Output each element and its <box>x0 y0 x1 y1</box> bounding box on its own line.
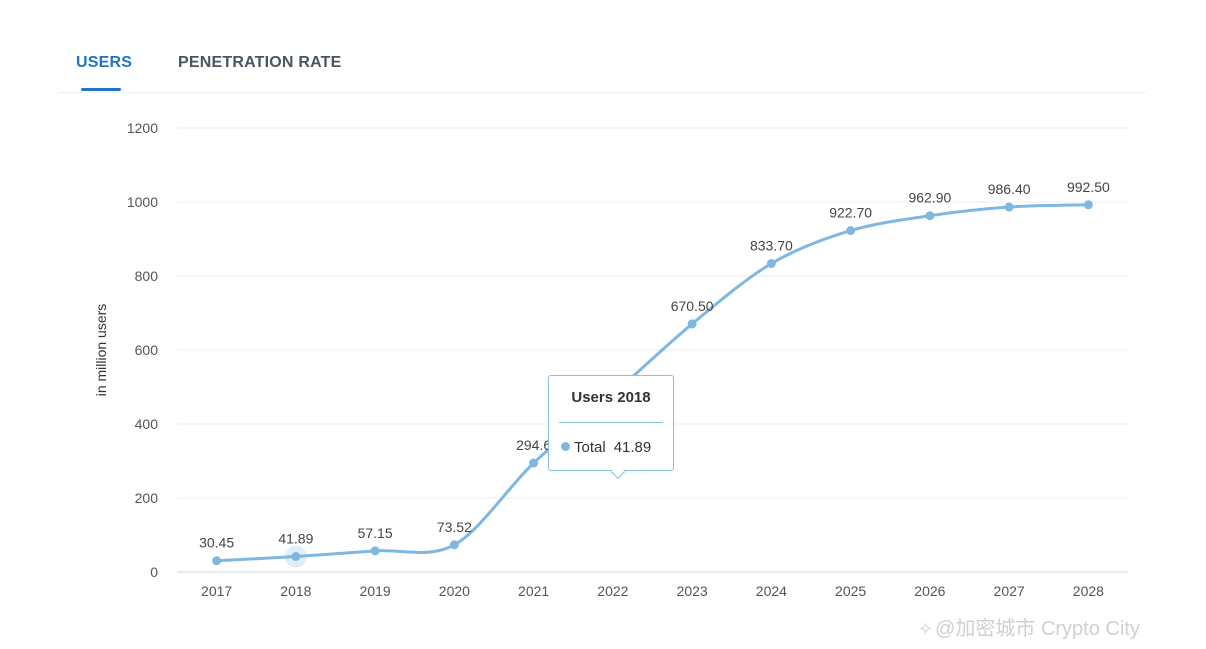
logo-icon: ✧ <box>918 619 934 639</box>
data-point <box>925 211 935 221</box>
tooltip-divider <box>559 422 663 423</box>
data-tooltip: Users 2018 Total 41.89 <box>548 375 674 480</box>
x-tick-label: 2022 <box>597 583 628 599</box>
x-tick-label: 2020 <box>439 583 470 599</box>
data-point <box>1004 202 1014 212</box>
x-tick-label: 2019 <box>360 583 391 599</box>
y-tick-label: 1000 <box>127 194 158 210</box>
x-tick-label: 2018 <box>280 583 311 599</box>
data-label: 962.90 <box>908 190 951 206</box>
data-label: 30.45 <box>199 535 234 551</box>
data-label: 922.70 <box>829 205 872 221</box>
data-label: 833.70 <box>750 238 793 254</box>
tooltip-row: Total 41.89 <box>561 439 651 456</box>
watermark: ✧ @加密城市 Crypto City <box>918 612 1140 641</box>
data-point <box>291 552 301 562</box>
data-point <box>212 556 222 566</box>
tab-bar: USERS PENETRATION RATE <box>58 40 1146 93</box>
y-tick-label: 800 <box>135 268 159 284</box>
data-label: 294.6 <box>516 437 551 453</box>
tooltip-title: Users 2018 <box>571 389 651 406</box>
x-tick-label: 2028 <box>1073 583 1104 599</box>
y-tick-label: 1200 <box>127 120 158 136</box>
y-tick-label: 200 <box>135 490 159 506</box>
data-point <box>846 226 856 236</box>
tab-penetration-rate[interactable]: PENETRATION RATE <box>178 54 342 71</box>
data-point <box>370 546 380 556</box>
tooltip-series-name: Total <box>574 439 606 456</box>
data-point <box>529 458 539 468</box>
watermark-text: @加密城市 Crypto City <box>935 618 1140 640</box>
data-label: 992.50 <box>1067 179 1110 195</box>
data-label: 986.40 <box>988 181 1031 197</box>
data-point <box>687 319 697 329</box>
x-tick-label: 2021 <box>518 583 549 599</box>
data-label: 57.15 <box>358 525 393 541</box>
series-dot-icon <box>561 442 570 451</box>
data-label: 73.52 <box>437 519 472 535</box>
x-tick-label: 2023 <box>677 583 708 599</box>
active-tab-indicator <box>81 88 121 91</box>
y-axis-label: in million users <box>93 304 109 397</box>
x-tick-label: 2026 <box>914 583 945 599</box>
x-tick-label: 2027 <box>994 583 1025 599</box>
y-tick-label: 600 <box>135 342 159 358</box>
data-label: 41.89 <box>278 531 313 547</box>
x-tick-label: 2025 <box>835 583 866 599</box>
y-tick-label: 400 <box>135 416 159 432</box>
data-point <box>766 259 776 269</box>
x-tick-label: 2017 <box>201 583 232 599</box>
tooltip-value: 41.89 <box>613 439 652 456</box>
data-point <box>449 540 459 550</box>
y-tick-label: 0 <box>150 564 158 580</box>
tab-users[interactable]: USERS <box>76 54 133 71</box>
x-tick-label: 2024 <box>756 583 787 599</box>
data-point <box>1083 200 1093 210</box>
data-label: 670.50 <box>671 298 714 314</box>
